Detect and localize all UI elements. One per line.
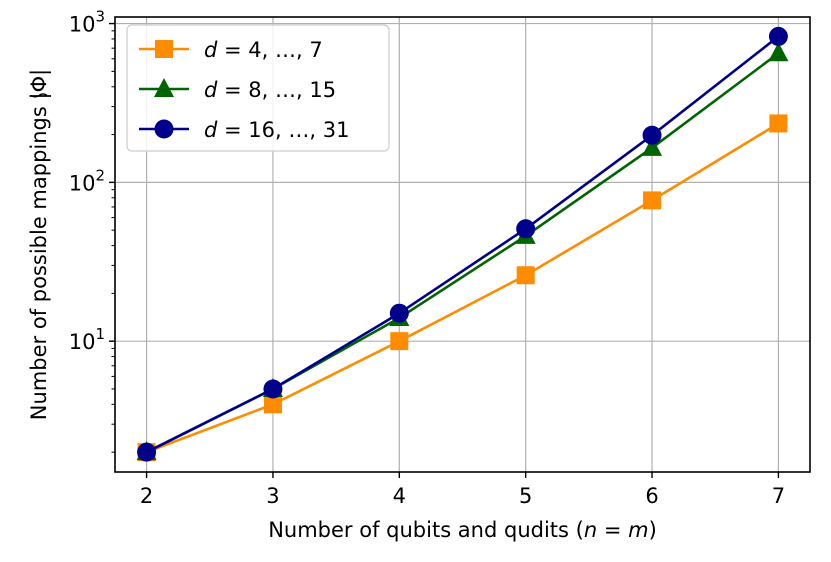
legend-entry: d = 8, …, 15 xyxy=(139,78,336,102)
x-ticks: 2 3 4 5 6 7 xyxy=(140,472,785,508)
y-axis-label-text: Number of possible mappings |Φ| xyxy=(27,69,52,420)
data-point xyxy=(642,136,663,156)
data-point xyxy=(263,395,282,414)
y-tick-base: 10 xyxy=(69,330,96,354)
data-point xyxy=(390,332,409,351)
data-point xyxy=(768,26,788,46)
data-point xyxy=(516,219,536,239)
data-point xyxy=(769,114,788,133)
data-point xyxy=(768,42,789,62)
data-point xyxy=(263,379,283,399)
legend-label-variable: d xyxy=(204,118,218,142)
legend-label: d = 4, …, 7 xyxy=(204,38,323,62)
x-tick-label: 5 xyxy=(519,484,532,508)
x-tick-label: 7 xyxy=(772,484,785,508)
x-axis-label-prefix: Number of qubits and qudits ( xyxy=(268,518,584,542)
series-line xyxy=(146,122,780,454)
y-tick-exponent: 2 xyxy=(95,166,105,184)
data-point xyxy=(389,303,409,323)
y-tick-label: 102 xyxy=(69,166,105,195)
legend-label: d = 8, …, 15 xyxy=(204,78,336,102)
y-axis-label-end: | xyxy=(27,69,52,76)
x-axis-label: Number of qubits and qudits (n = m) xyxy=(268,518,657,542)
legend-box xyxy=(126,24,390,152)
legend-label-range: = 16, …, 31 xyxy=(217,118,349,142)
legend-label-range: = 4, …, 7 xyxy=(217,38,322,62)
y-axis-label-main: Number of possible mappings | xyxy=(27,92,52,420)
x-axis-label-n: n xyxy=(584,518,597,542)
y-tick-base: 10 xyxy=(69,13,96,37)
series-3 xyxy=(137,26,788,462)
series-lines xyxy=(136,26,789,462)
x-tick-label: 6 xyxy=(645,484,658,508)
y-tick-label: 103 xyxy=(69,8,105,37)
data-point xyxy=(137,442,157,462)
x-tick-label: 4 xyxy=(393,484,406,508)
y-axis-label: Number of possible mappings |Φ| xyxy=(27,69,52,420)
x-tick-label: 3 xyxy=(266,484,279,508)
y-axis-label-phi: Φ xyxy=(27,76,51,93)
x-tick-label: 2 xyxy=(140,484,153,508)
legend-label-variable: d xyxy=(204,78,218,102)
legend-marker xyxy=(154,78,174,97)
x-axis-label-suffix: ) xyxy=(649,518,657,542)
tilde-mark xyxy=(30,93,48,98)
y-tick-label: 101 xyxy=(69,325,105,354)
series-line xyxy=(146,35,780,454)
y-tick-base: 10 xyxy=(69,171,96,195)
legend-label: d = 16, …, 31 xyxy=(204,118,349,142)
x-axis-label-m: m xyxy=(628,518,648,542)
legend-entry: d = 4, …, 7 xyxy=(139,38,323,62)
data-point xyxy=(516,266,535,285)
legend: d = 4, …, 7d = 8, …, 15 d = 16, …, 31 xyxy=(126,24,390,152)
data-point xyxy=(642,125,662,145)
y-tick-exponent: 1 xyxy=(95,325,105,343)
x-axis-label-eq: = xyxy=(597,518,628,542)
plot-frame xyxy=(114,16,811,473)
legend-marker xyxy=(154,119,174,139)
y-tick-exponent: 3 xyxy=(95,8,105,26)
legend-label-variable: d xyxy=(204,38,218,62)
legend-entry: d = 16, …, 31 xyxy=(139,118,349,142)
legend-label-range: = 8, …, 15 xyxy=(217,78,336,102)
data-point xyxy=(643,191,662,210)
legend-marker xyxy=(155,40,173,58)
